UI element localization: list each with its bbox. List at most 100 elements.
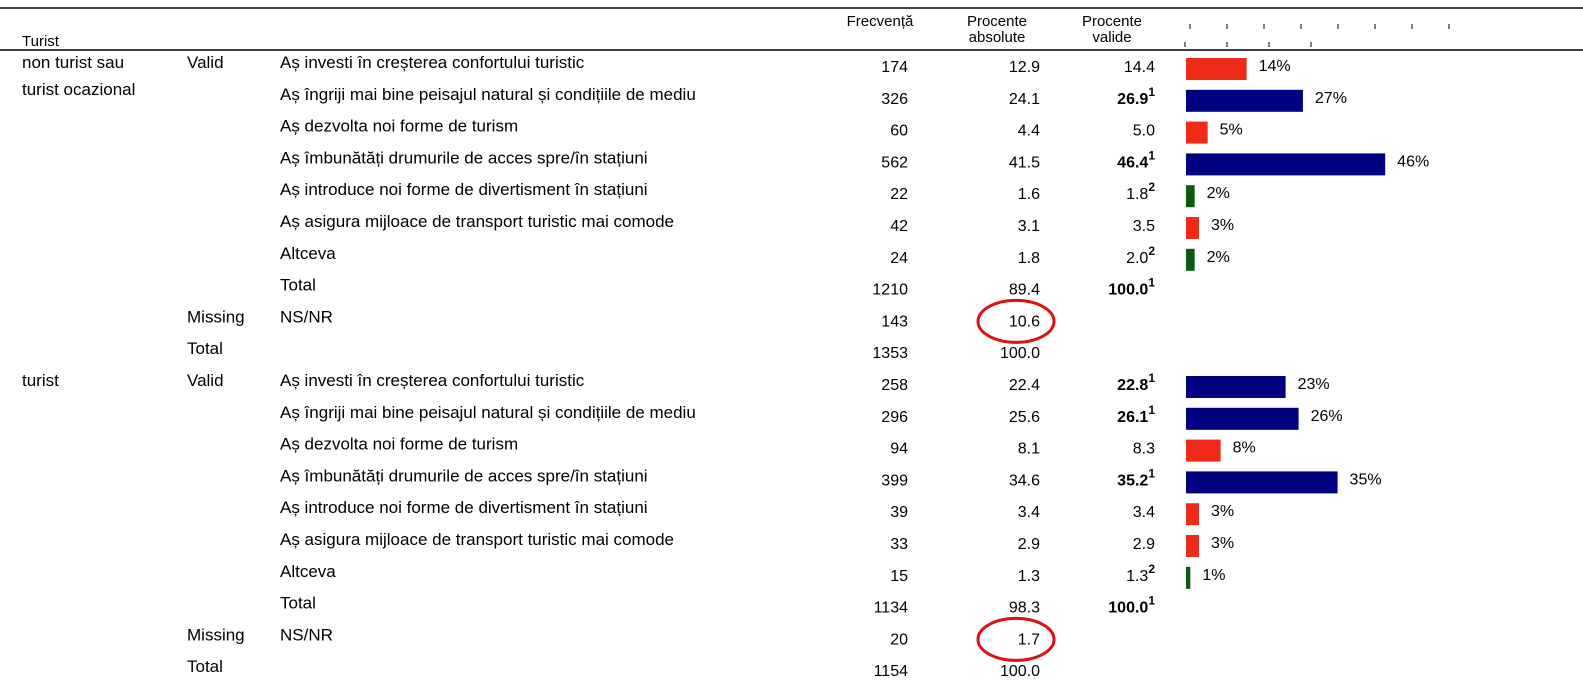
row-item: Total xyxy=(280,594,316,613)
frequency: 60 xyxy=(890,123,908,140)
frequency: 326 xyxy=(881,91,908,108)
header-label: Procente xyxy=(1082,13,1142,30)
valid-value: 5.0 xyxy=(1133,123,1155,140)
absolute-percent: 3.4 xyxy=(1018,504,1040,521)
row-item: Total xyxy=(280,276,316,295)
bar-label: 27% xyxy=(1315,90,1347,107)
valid-percent: 3.4 xyxy=(1133,504,1155,521)
valid-percent: 46.41 xyxy=(1117,148,1155,171)
absolute-percent: 41.5 xyxy=(1009,154,1040,171)
valid-percent: 100.01 xyxy=(1108,276,1155,299)
row-status: Missing xyxy=(187,625,245,644)
bar xyxy=(1186,153,1386,176)
valid-value: 26.1 xyxy=(1117,409,1148,426)
valid-value: 2.0 xyxy=(1126,250,1148,267)
row-status: Total xyxy=(187,657,223,676)
valid-percent: 100.01 xyxy=(1108,594,1155,617)
absolute-percent: 4.4 xyxy=(1018,123,1040,140)
frequency: 42 xyxy=(890,218,908,235)
valid-percent: 5.0 xyxy=(1133,123,1155,140)
bar-label: 3% xyxy=(1211,535,1234,552)
frequency: 20 xyxy=(890,631,908,648)
bar xyxy=(1186,121,1208,144)
absolute-percent: 98.3 xyxy=(1009,600,1040,617)
row-item: NS/NR xyxy=(280,625,333,644)
valid-percent: 2.02 xyxy=(1126,244,1155,267)
valid-percent: 22.81 xyxy=(1117,371,1155,394)
frequency: 1353 xyxy=(872,345,908,362)
bar xyxy=(1186,217,1199,239)
frequency: 399 xyxy=(881,472,908,489)
absolute-percent: 22.4 xyxy=(1009,377,1040,394)
header-label: absolute xyxy=(969,29,1026,46)
absolute-percent: 3.1 xyxy=(1018,218,1040,235)
superscript: 2 xyxy=(1148,180,1155,194)
row-item: Altceva xyxy=(280,244,336,263)
superscript: 2 xyxy=(1148,244,1155,258)
valid-value: 1.3 xyxy=(1126,568,1148,585)
superscript: 1 xyxy=(1148,403,1155,417)
valid-value: 14.4 xyxy=(1124,59,1155,76)
valid-value: 46.4 xyxy=(1117,154,1148,171)
bar-label: 5% xyxy=(1220,122,1243,139)
superscript: 1 xyxy=(1148,148,1155,162)
valid-value: 8.3 xyxy=(1133,441,1155,458)
bar-label: 46% xyxy=(1397,153,1429,170)
bar-label: 8% xyxy=(1233,440,1256,457)
absolute-percent: 1.7 xyxy=(1018,631,1040,648)
frequency: 174 xyxy=(881,59,908,76)
valid-value: 35.2 xyxy=(1117,472,1148,489)
bar-label: 23% xyxy=(1298,376,1330,393)
valid-percent: 1.82 xyxy=(1126,180,1155,203)
header-label: valide xyxy=(1092,29,1131,46)
valid-percent: 14.4 xyxy=(1124,59,1155,76)
bar-label: 14% xyxy=(1259,58,1291,75)
frequency: 258 xyxy=(881,377,908,394)
row-item: Altceva xyxy=(280,562,336,581)
frequency: 94 xyxy=(890,441,908,458)
valid-value: 2.9 xyxy=(1133,536,1155,553)
valid-value: 1.8 xyxy=(1126,186,1148,203)
frequency: 24 xyxy=(890,250,908,267)
row-item: NS/NR xyxy=(280,307,333,326)
valid-percent: 1.32 xyxy=(1126,562,1155,585)
row-status: Missing xyxy=(187,307,245,326)
frequency: 562 xyxy=(881,154,908,171)
valid-value: 100.0 xyxy=(1108,282,1148,299)
bar xyxy=(1186,439,1221,462)
header-label: Turist xyxy=(22,33,60,50)
row-item: Aș asigura mijloace de transport turisti… xyxy=(280,212,674,231)
bar-label: 2% xyxy=(1207,185,1230,202)
frequency: 1134 xyxy=(874,600,909,617)
superscript: 2 xyxy=(1148,562,1155,576)
absolute-percent: 100.0 xyxy=(1000,345,1040,362)
frequency: 33 xyxy=(890,536,908,553)
valid-value: 3.5 xyxy=(1133,218,1155,235)
group-label: turist xyxy=(22,371,59,390)
highlight-circle xyxy=(976,298,1056,344)
row-item: Aș asigura mijloace de transport turisti… xyxy=(280,530,674,549)
absolute-percent: 10.6 xyxy=(1009,313,1040,330)
valid-percent: 26.91 xyxy=(1117,85,1155,108)
superscript: 1 xyxy=(1148,276,1155,290)
valid-percent: 2.9 xyxy=(1133,536,1155,553)
absolute-percent: 89.4 xyxy=(1009,282,1040,299)
valid-percent: 3.5 xyxy=(1133,218,1155,235)
absolute-percent: 100.0 xyxy=(1000,663,1040,680)
bar-label: 3% xyxy=(1211,503,1234,520)
bar xyxy=(1186,407,1299,430)
header-label: Frecvență xyxy=(847,13,914,30)
bar-label: 1% xyxy=(1202,567,1225,584)
valid-percent: 26.11 xyxy=(1117,403,1155,426)
row-item: Aș îmbunătăți drumurile de acces spre/în… xyxy=(280,148,648,167)
bar xyxy=(1186,503,1199,526)
row-item: Aș dezvolta noi forme de turism xyxy=(280,117,518,136)
frequency: 143 xyxy=(881,313,908,330)
row-item: Aș dezvolta noi forme de turism xyxy=(280,435,518,454)
bar xyxy=(1186,376,1286,398)
valid-percent: 8.3 xyxy=(1133,441,1155,458)
bar xyxy=(1186,58,1247,80)
bar xyxy=(1186,535,1199,557)
bar xyxy=(1186,185,1195,208)
